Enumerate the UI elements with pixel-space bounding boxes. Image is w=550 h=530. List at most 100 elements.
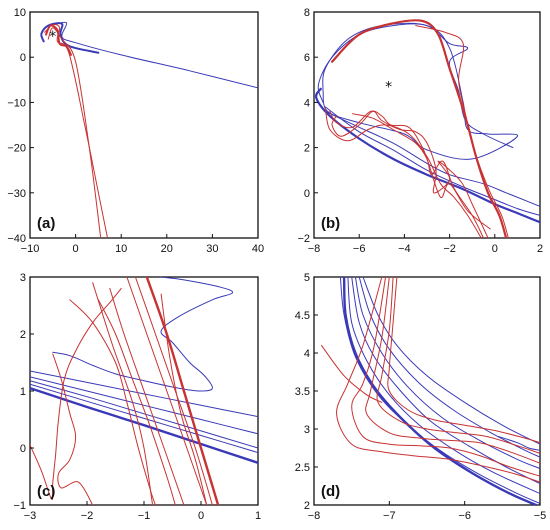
panel-a: * −10 0 10 20 30 40 −40 −30 −20 −10 0 10 (a)	[7, 7, 264, 255]
panel-d-curves	[321, 277, 540, 505]
panel-c-trajectory-14	[30, 287, 122, 500]
panel-d-ticks: −8 −7 −6 −5 2 2.5 3 3.5 4 4.5 5	[295, 272, 547, 522]
panel-c-xtick-label: 0	[198, 510, 204, 522]
panel-c-xtick-label: −3	[24, 510, 37, 522]
panel-a-xtick-label: 20	[161, 243, 173, 255]
panel-d-trajectory-5	[358, 277, 540, 458]
panel-b-trajectory-1	[324, 110, 540, 207]
panel-a-ytick-label: 0	[20, 52, 26, 64]
panel-c-xtick-label: 1	[255, 510, 261, 522]
panel-d-trajectory-13	[321, 344, 383, 403]
panel-c-trajectory-11	[92, 282, 154, 505]
panel-c-ytick-label: 1	[20, 386, 26, 398]
panel-d-trajectory-6	[362, 277, 540, 445]
panel-a-trajectory-4	[45, 24, 72, 56]
panel-c-label: (c)	[37, 483, 55, 500]
panel-d-ytick-label: 5	[304, 272, 310, 284]
panel-d-trajectory-12	[387, 277, 540, 444]
panel-c: −3 −2 −1 0 1 −1 0 1 2 3 (c)	[13, 272, 261, 522]
panel-c-trajectory-0	[30, 370, 258, 418]
panel-b-trajectory-4	[314, 87, 540, 224]
panel-b-trajectory-6	[331, 110, 489, 238]
panel-b-xtick-label: −8	[308, 243, 321, 255]
panel-d-ytick-label: 2	[304, 500, 310, 512]
panel-a-trajectory-3	[47, 27, 102, 238]
panel-d-trajectory-7	[498, 436, 540, 451]
panel-b-trajectory-5	[331, 19, 508, 238]
panel-c-trajectory-3	[30, 383, 258, 454]
panel-c-ytick-label: 3	[20, 272, 26, 284]
panel-d-ytick-label: 4	[304, 348, 310, 360]
panel-c-trajectory-6	[145, 277, 220, 505]
panel-c-trajectory-4	[30, 386, 258, 464]
panel-a-frame	[29, 11, 259, 239]
panel-c-trajectory-8	[126, 277, 208, 505]
panel-c-ytick-label: 0	[20, 443, 26, 455]
panel-d-ytick-label: 3.5	[295, 386, 310, 398]
panel-b-trajectory-10	[415, 25, 509, 238]
panel-d-frame	[313, 276, 541, 506]
panel-d-trajectory-10	[376, 277, 540, 454]
panel-c-trajectory-5	[52, 277, 234, 392]
panel-c-trajectory-12	[69, 299, 156, 505]
panel-c-trajectory-1	[30, 376, 258, 435]
panel-c-trajectory-2	[30, 380, 258, 449]
panel-d-ytick-label: 4.5	[295, 310, 310, 322]
panel-b-xtick-label: −4	[398, 243, 411, 255]
panel-a-label: (a)	[37, 215, 55, 232]
panel-c-trajectory-13	[52, 353, 94, 505]
panel-d-xtick-label: −5	[534, 510, 547, 522]
panel-d-trajectory-0	[342, 277, 538, 505]
panel-a-xtick-label: −10	[21, 243, 40, 255]
panel-d-trajectory-2	[347, 277, 540, 495]
panel-d-trajectory-11	[336, 277, 540, 483]
panel-b-trajectory-0	[322, 22, 518, 160]
panel-c-xtick-label: −1	[138, 510, 151, 522]
panel-b-label: (b)	[321, 215, 340, 232]
panel-d-ytick-label: 2.5	[295, 462, 310, 474]
panel-b-trajectory-7	[324, 106, 482, 238]
panel-d: −8 −7 −6 −5 2 2.5 3 3.5 4 4.5 5 (d)	[295, 272, 547, 522]
panel-b-trajectory-8	[351, 113, 484, 238]
panel-b-ytick-label: 4	[304, 97, 310, 109]
panel-a-trajectory-0	[52, 21, 258, 89]
panel-d-trajectory-4	[354, 277, 540, 469]
panel-c-trajectory-9	[109, 287, 185, 505]
panel-a-xtick-label: 10	[115, 243, 127, 255]
panel-b-equilibrium-marker: *	[385, 80, 392, 96]
panel-a-curves: *	[40, 21, 258, 238]
panel-a-equilibrium-marker: *	[49, 29, 56, 45]
panel-a-xtick-label: 40	[252, 243, 264, 255]
panel-b-curves: *	[314, 19, 540, 238]
panel-c-ytick-label: 2	[20, 329, 26, 341]
panel-b-xtick-label: −6	[353, 243, 366, 255]
panel-b-trajectory-9	[329, 110, 491, 230]
panel-b-xtick-label: 0	[492, 243, 498, 255]
panel-b-ytick-label: 6	[304, 52, 310, 64]
panel-c-xtick-label: −2	[81, 510, 94, 522]
panel-b-ytick-label: 2	[304, 143, 310, 155]
panel-d-trajectory-8	[365, 277, 540, 464]
panel-a-ytick-label: −40	[7, 233, 26, 245]
panel-b-ytick-label: 0	[304, 188, 310, 200]
panel-c-trajectory-10	[97, 299, 176, 505]
panel-b-frame	[313, 11, 541, 239]
panel-c-curves	[30, 277, 258, 505]
panel-a-ytick-label: −30	[7, 188, 26, 200]
panel-d-label: (d)	[321, 483, 340, 500]
panel-b-xtick-label: −2	[443, 243, 456, 255]
panel-b-ytick-label: −2	[297, 233, 310, 245]
panel-c-trajectory-15	[160, 293, 208, 505]
panel-a-ytick-label: −10	[7, 97, 26, 109]
panel-a-ytick-label: −20	[7, 143, 26, 155]
panel-a-trajectory-2	[44, 23, 108, 238]
panel-a-ticks: −10 0 10 20 30 40 −40 −30 −20 −10 0 10	[7, 7, 264, 255]
panel-d-ytick-label: 3	[304, 424, 310, 436]
panel-b-xtick-label: 2	[537, 243, 543, 255]
panel-b-ticks: −8 −6 −4 −2 0 2 −2 0 2 4 6 8	[297, 7, 543, 255]
panel-c-ticks: −3 −2 −1 0 1 −1 0 1 2 3	[13, 272, 261, 522]
panel-d-xtick-label: −7	[383, 510, 396, 522]
panel-c-ytick-label: −1	[13, 500, 26, 512]
panel-d-xtick-label: −6	[458, 510, 471, 522]
